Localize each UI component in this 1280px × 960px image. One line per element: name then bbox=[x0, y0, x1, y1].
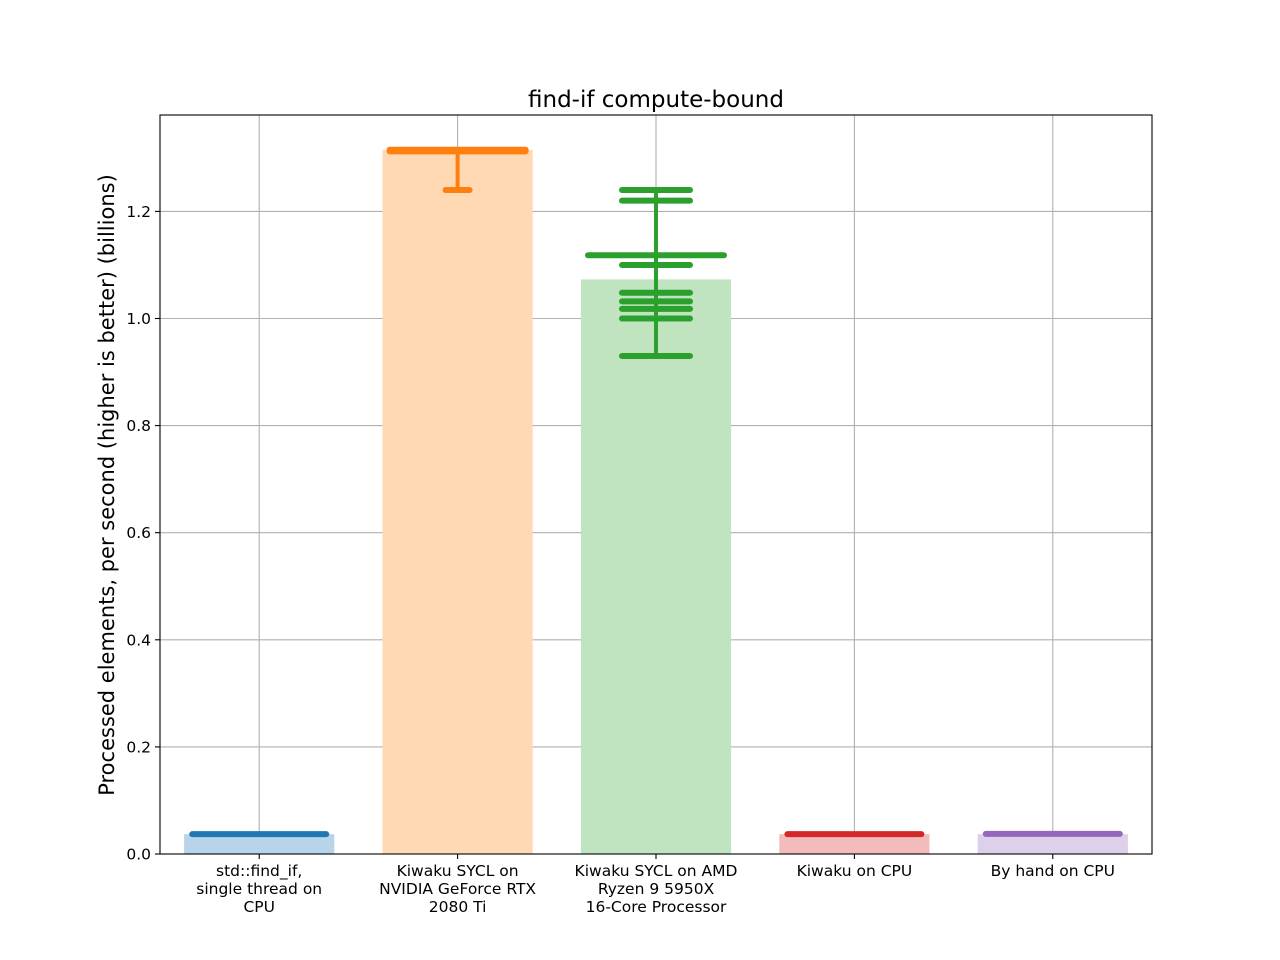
y-tick-label: 0.8 bbox=[126, 417, 151, 435]
x-tick-label-line: Kiwaku SYCL on AMD bbox=[575, 862, 738, 880]
x-tick-label: By hand on CPU bbox=[991, 862, 1115, 880]
y-tick-label: 1.2 bbox=[126, 203, 151, 221]
x-axis-ticks: std::find_if, single thread on CPU Kiwaku S… bbox=[196, 854, 1115, 916]
violins bbox=[189, 146, 1123, 838]
x-tick-label-line: NVIDIA GeForce RTX bbox=[379, 880, 536, 898]
y-tick-label: 0.2 bbox=[126, 738, 151, 756]
y-tick-label: 0.4 bbox=[126, 631, 151, 649]
y-axis-label: Processed elements, per second (higher i… bbox=[95, 174, 119, 796]
x-tick-label-line: Kiwaku on CPU bbox=[797, 862, 913, 880]
x-tick-label-line: Ryzen 9 5950X bbox=[598, 880, 715, 898]
x-tick-label-line: 16-Core Processor bbox=[586, 898, 727, 916]
x-tick-label-line: std::find_if, bbox=[216, 862, 302, 881]
bar bbox=[977, 834, 1128, 854]
violin bbox=[386, 146, 529, 193]
bar bbox=[580, 279, 732, 854]
x-tick-label-line: single thread on bbox=[196, 880, 322, 898]
violin bbox=[982, 830, 1123, 837]
y-tick-label: 0.6 bbox=[126, 524, 151, 542]
x-tick-label: Kiwaku on CPU bbox=[797, 862, 913, 880]
y-axis-ticks: 0.0 0.2 0.4 0.6 0.8 1.0 1.2 bbox=[126, 203, 160, 864]
x-tick-label-line: Kiwaku SYCL on bbox=[397, 862, 519, 880]
y-tick-label: 1.0 bbox=[126, 310, 151, 328]
bar bbox=[779, 834, 930, 854]
violin bbox=[585, 186, 727, 359]
violin bbox=[189, 831, 330, 838]
x-tick-label: std::find_if, single thread on CPU bbox=[196, 862, 322, 916]
x-tick-label-line: By hand on CPU bbox=[991, 862, 1115, 880]
x-tick-label-line: 2080 Ti bbox=[429, 898, 487, 916]
y-tick-label: 0.0 bbox=[126, 846, 151, 864]
chart-title: find-if compute-bound bbox=[528, 87, 784, 113]
bar bbox=[184, 834, 335, 854]
x-tick-label: Kiwaku SYCL on AMD Ryzen 9 5950X 16-Core P… bbox=[575, 862, 738, 916]
violin bbox=[784, 831, 925, 838]
bar bbox=[382, 149, 533, 854]
bars bbox=[184, 149, 1128, 854]
x-tick-label-line: CPU bbox=[243, 898, 275, 916]
x-tick-label: Kiwaku SYCL on NVIDIA GeForce RTX 2080 Ti bbox=[379, 862, 536, 916]
